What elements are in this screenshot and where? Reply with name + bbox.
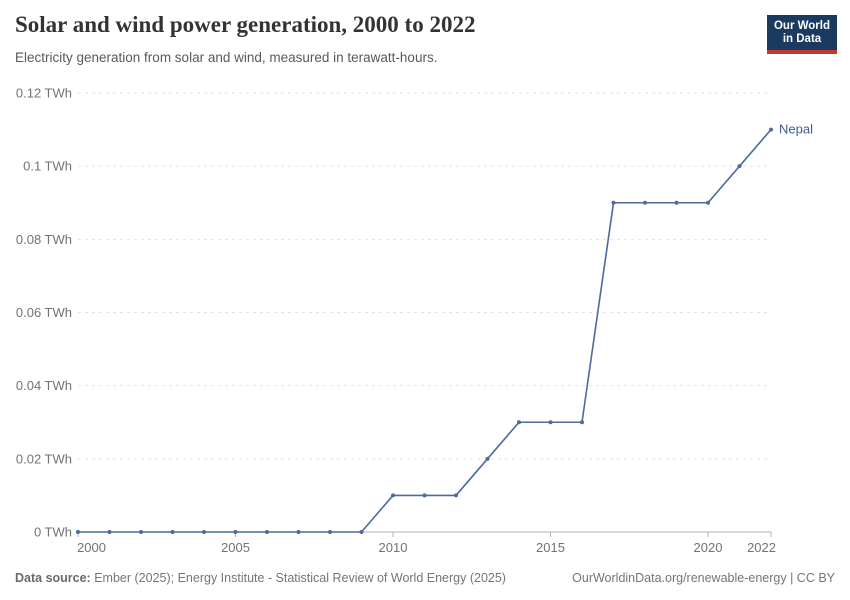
series-end-label: Nepal <box>779 122 813 137</box>
y-tick-label: 0.1 TWh <box>23 159 72 174</box>
data-point <box>391 493 395 498</box>
data-point <box>107 530 112 534</box>
x-tick-label: 2015 <box>536 540 565 555</box>
x-tick-label: 2000 <box>77 540 106 555</box>
data-point <box>170 530 175 534</box>
data-point <box>737 164 742 169</box>
series-line <box>78 129 772 533</box>
data-point <box>643 200 647 205</box>
y-tick-label: 0.08 TWh <box>16 232 72 247</box>
page-title: Solar and wind power generation, 2000 to… <box>15 12 476 37</box>
data-point <box>454 493 458 498</box>
data-point <box>674 200 679 205</box>
data-point <box>485 456 490 461</box>
chart-subtitle: Electricity generation from solar and wi… <box>15 50 438 65</box>
data-point <box>328 530 332 534</box>
data-point <box>580 420 584 425</box>
data-point <box>706 200 710 205</box>
data-point <box>517 420 521 425</box>
y-tick-label: 0.04 TWh <box>16 378 72 393</box>
y-tick-label: 0.12 TWh <box>16 86 72 101</box>
data-source-label: Data source: <box>15 571 91 585</box>
owid-logo[interactable]: Our World in Data <box>767 15 837 54</box>
x-tick-label: 2022 <box>747 540 776 555</box>
data-point <box>202 530 206 534</box>
data-point <box>422 493 427 498</box>
x-tick-label: 2010 <box>379 540 408 555</box>
data-point <box>296 530 301 534</box>
x-tick-label: 2005 <box>221 540 250 555</box>
chart-footer: Data source: Ember (2025); Energy Instit… <box>15 571 835 585</box>
data-point <box>611 200 616 205</box>
data-point <box>233 530 238 534</box>
data-point <box>76 530 80 534</box>
y-tick-label: 0 TWh <box>34 525 72 540</box>
data-point <box>359 530 364 534</box>
data-source-text: Ember (2025); Energy Institute - Statist… <box>94 571 506 585</box>
y-tick-label: 0.06 TWh <box>16 305 72 320</box>
data-point <box>769 127 773 132</box>
data-point <box>265 530 269 534</box>
owid-logo-line2: in Data <box>782 33 822 45</box>
y-tick-label: 0.02 TWh <box>16 451 72 466</box>
data-point <box>548 420 553 425</box>
data-point <box>139 530 143 534</box>
attribution-link[interactable]: OurWorldinData.org/renewable-energy | CC… <box>572 571 835 585</box>
data-source: Data source: Ember (2025); Energy Instit… <box>15 571 506 585</box>
x-tick-label: 2020 <box>694 540 723 555</box>
owid-logo-line1: Our World <box>773 20 830 32</box>
